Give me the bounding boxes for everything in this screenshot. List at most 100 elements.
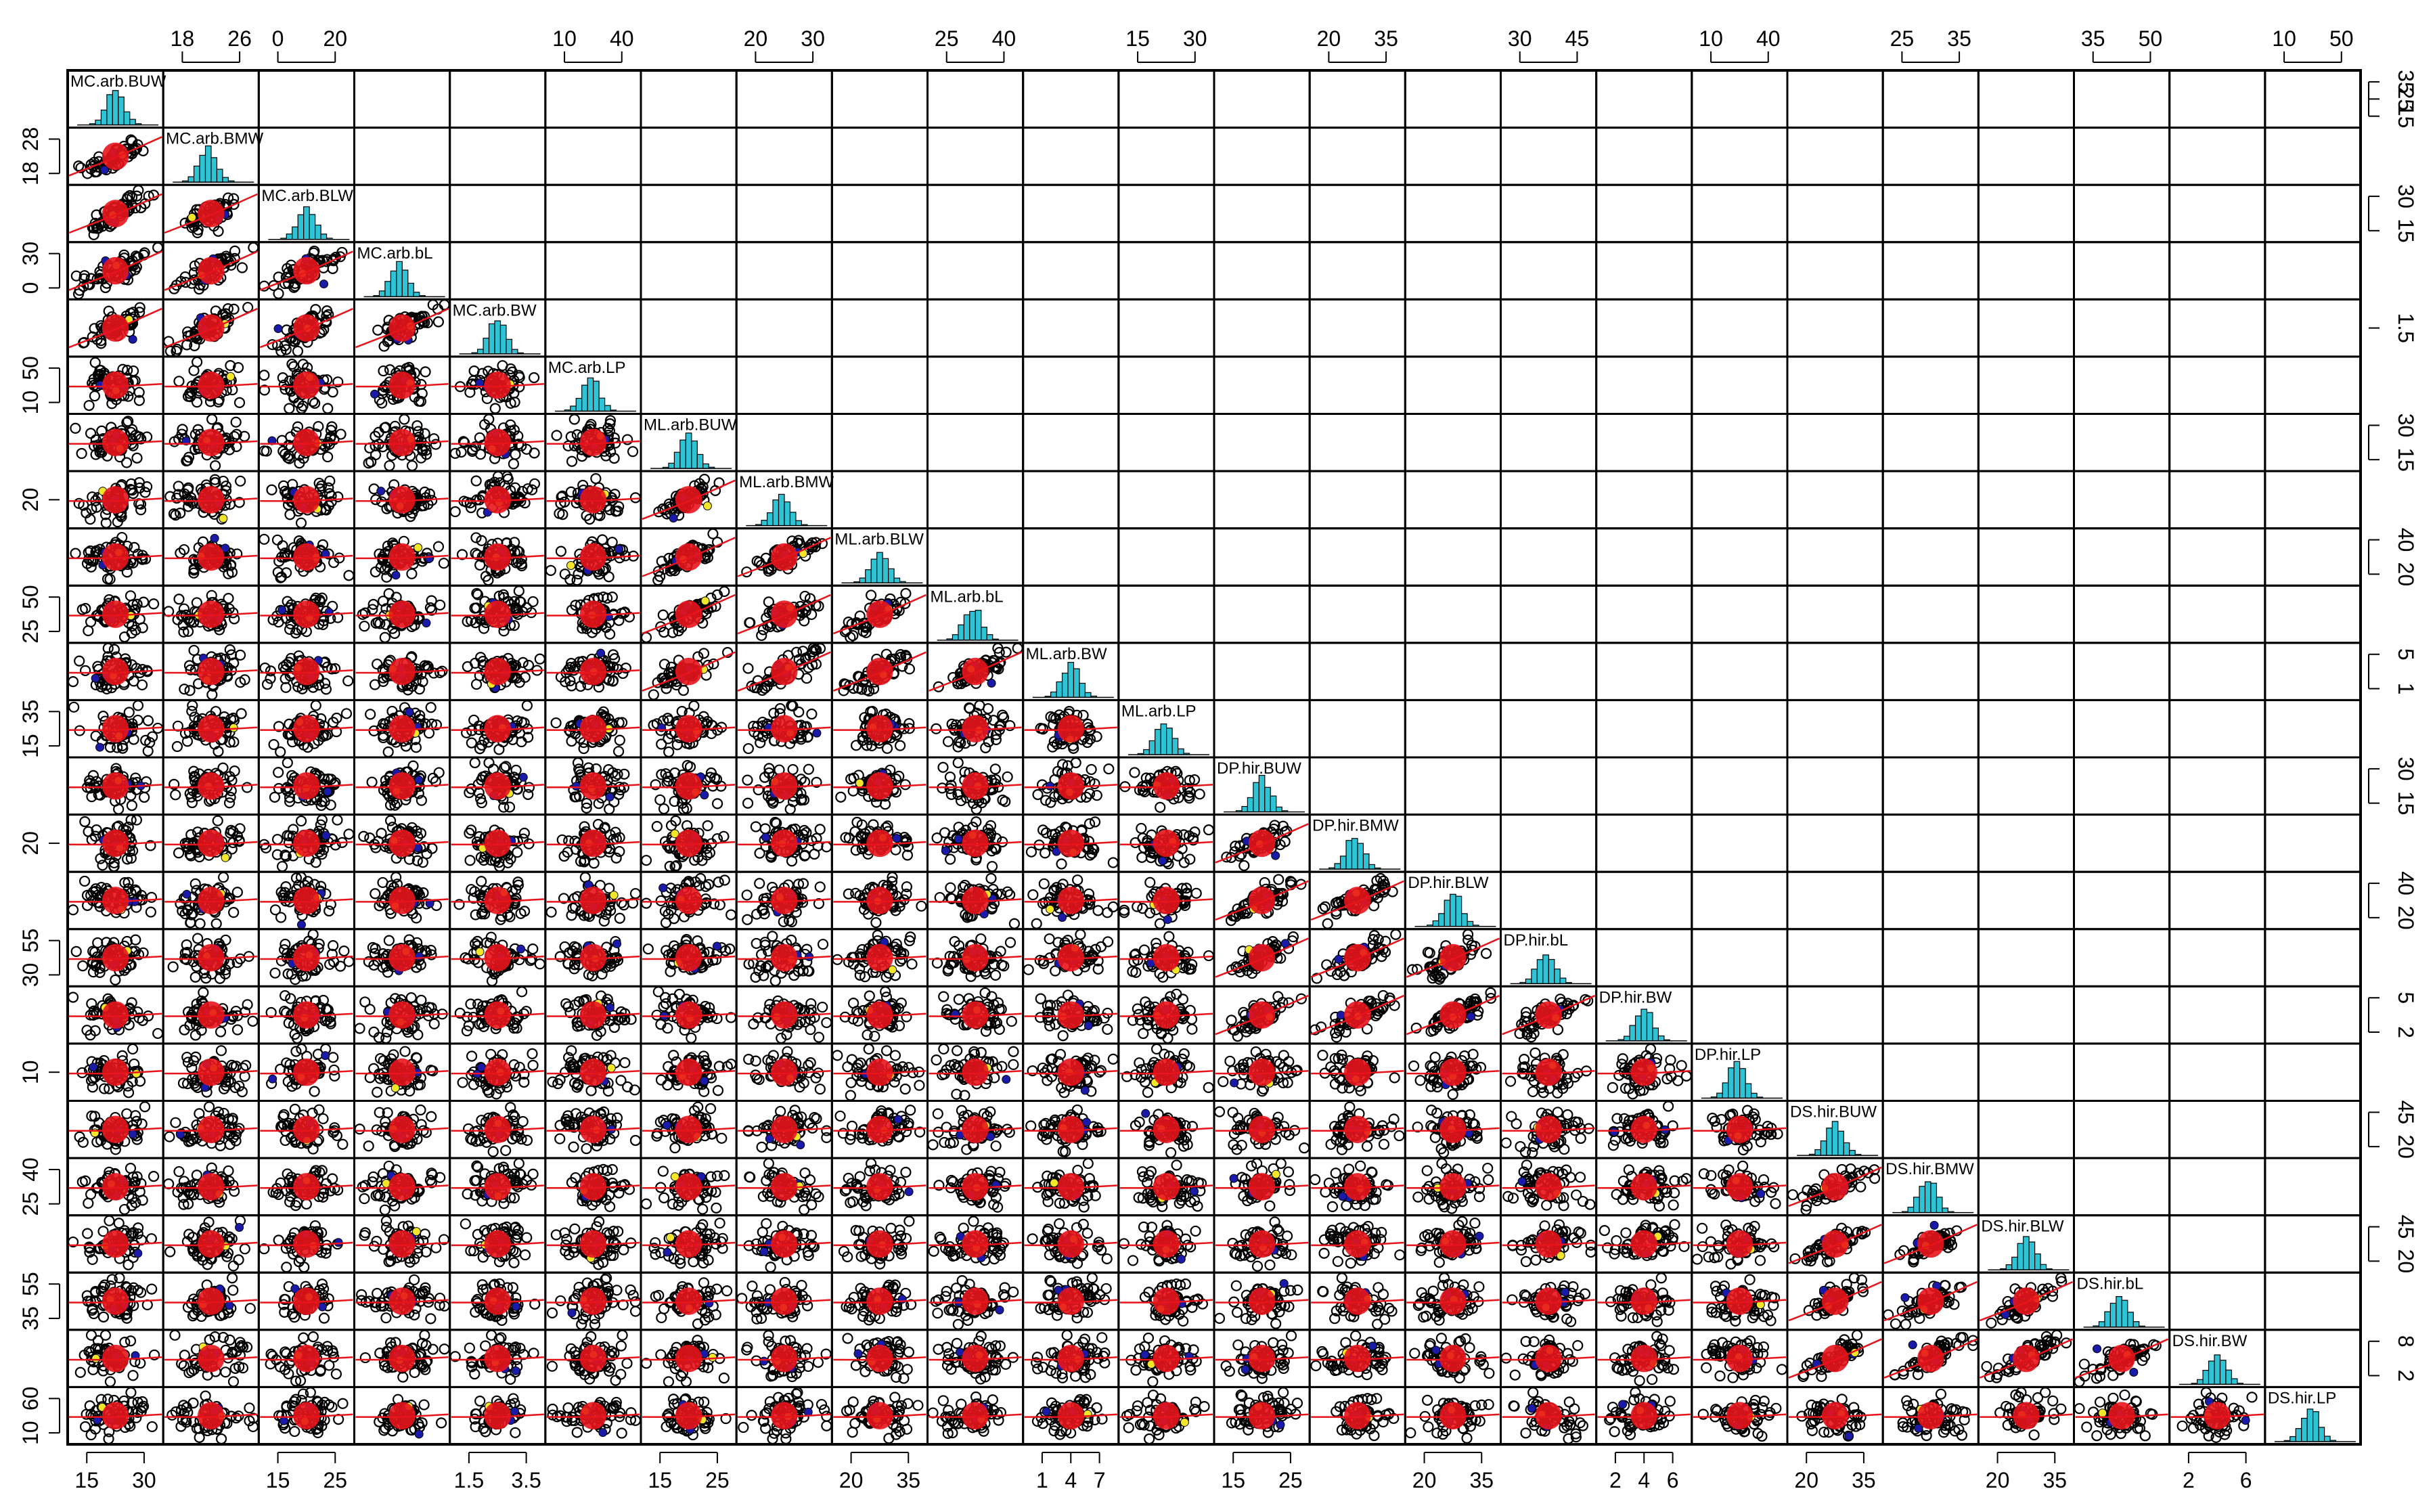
histogram-bar: [488, 323, 495, 355]
histogram-bar: [378, 290, 386, 297]
histogram-bar: [129, 118, 136, 126]
data-point: [222, 303, 234, 315]
histogram-bar: [778, 493, 785, 527]
histogram-bar: [952, 634, 959, 641]
histogram-bar: [193, 165, 200, 183]
histogram-bar: [575, 397, 583, 412]
data-point-group-b: [273, 324, 283, 334]
centroid-ellipse: [962, 657, 989, 686]
data-point-group-b: [422, 619, 431, 628]
data-point-group-b: [615, 544, 624, 554]
variable-label: ML.arb.BMW: [739, 473, 834, 491]
data-point: [131, 143, 143, 154]
data-point: [118, 249, 130, 261]
histogram-bar: [668, 462, 675, 469]
centroid-ellipse: [675, 600, 702, 628]
histogram-bar: [859, 577, 866, 583]
histogram-bar: [315, 224, 321, 240]
smoothing-line: [259, 307, 354, 349]
histogram-bar: [1160, 724, 1167, 755]
smoothing-line: [164, 193, 258, 234]
histogram-bar: [888, 568, 895, 583]
histogram-bar: [292, 226, 298, 240]
centroid-ellipse: [770, 657, 798, 686]
histogram-bar: [118, 96, 125, 126]
panel-MC.arb.bL-vs-MC.arb.bL: MC.arb.bL: [353, 241, 451, 301]
data-point: [427, 299, 439, 311]
smoothing-line: [164, 307, 258, 349]
histogram-bar: [1084, 692, 1092, 698]
data-point: [79, 270, 91, 282]
histogram-bar: [1056, 681, 1063, 698]
variable-label: MC.arb.BW: [453, 301, 537, 319]
variable-label: MC.arb.BMW: [166, 130, 263, 148]
data-point-group-b: [987, 678, 996, 688]
data-point: [186, 277, 198, 289]
variable-label: MC.arb.bL: [357, 244, 433, 263]
data-point: [124, 190, 136, 202]
smoothing-line: [68, 250, 162, 291]
histogram-bar: [702, 463, 709, 469]
data-point: [279, 340, 290, 352]
centroid-ellipse: [197, 200, 225, 227]
histogram-bar: [882, 558, 889, 583]
histogram-bar: [216, 169, 223, 183]
histogram-bar: [401, 269, 409, 297]
data-point: [228, 193, 240, 204]
panel-MC.arb.bL-vs-MC.arb.BUW: [66, 241, 164, 301]
data-point: [73, 160, 85, 172]
data-point: [236, 262, 248, 273]
histogram-bar: [1171, 738, 1179, 755]
panel-MC.arb.BW-vs-MC.arb.BLW: [257, 298, 356, 358]
smoothing-line: [68, 193, 162, 234]
variable-label: MC.arb.LP: [548, 359, 626, 377]
histogram-bar: [865, 569, 872, 583]
data-point-group-c: [566, 560, 576, 570]
centroid-ellipse: [293, 314, 320, 342]
histogram-bar: [679, 439, 686, 469]
smoothing-line: [68, 307, 162, 349]
histogram-bar: [986, 634, 993, 641]
data-point-group-b: [95, 742, 105, 752]
data-point: [127, 192, 138, 203]
histogram-bar: [309, 214, 316, 240]
data-point: [228, 303, 240, 315]
data-point-group-b: [370, 389, 380, 399]
panel-MC.arb.BW-vs-MC.arb.bL: [353, 298, 451, 358]
histogram-bar: [975, 610, 982, 641]
histogram-bar: [958, 624, 964, 641]
smoothing-line: [355, 307, 449, 349]
histogram-bar: [204, 145, 212, 183]
centroid-ellipse: [675, 657, 702, 686]
histogram-bar: [1061, 672, 1069, 698]
data-point: [289, 336, 300, 347]
data-point: [192, 224, 204, 236]
data-point: [194, 279, 206, 291]
smoothing-line: [164, 250, 258, 291]
data-point-group-b: [812, 728, 822, 738]
histogram-bar: [511, 349, 518, 355]
histogram-bar: [570, 405, 577, 412]
variable-label: ML.arb.BUW: [644, 416, 737, 435]
histogram-bar: [210, 157, 218, 183]
histogram-bar: [1177, 748, 1184, 755]
histogram-bar: [598, 397, 606, 412]
centroid-ellipse: [770, 600, 798, 628]
histogram-bar: [494, 320, 501, 355]
data-point-group-b: [669, 513, 678, 522]
histogram-bar: [396, 261, 403, 297]
smoothing-line: [68, 136, 162, 177]
histogram-bar: [696, 453, 704, 469]
data-point-group-c: [229, 723, 238, 732]
histogram-bar: [1079, 682, 1086, 698]
histogram-bar: [199, 154, 206, 183]
data-point-group-b: [391, 571, 401, 580]
data-point-group-b: [99, 165, 109, 175]
data-point: [228, 198, 240, 210]
data-point-group-b: [210, 533, 219, 543]
data-point-group-b: [596, 648, 606, 658]
histogram-bar: [187, 176, 195, 183]
histogram-bar: [413, 292, 420, 297]
variable-label: ML.arb.BLW: [834, 531, 924, 549]
